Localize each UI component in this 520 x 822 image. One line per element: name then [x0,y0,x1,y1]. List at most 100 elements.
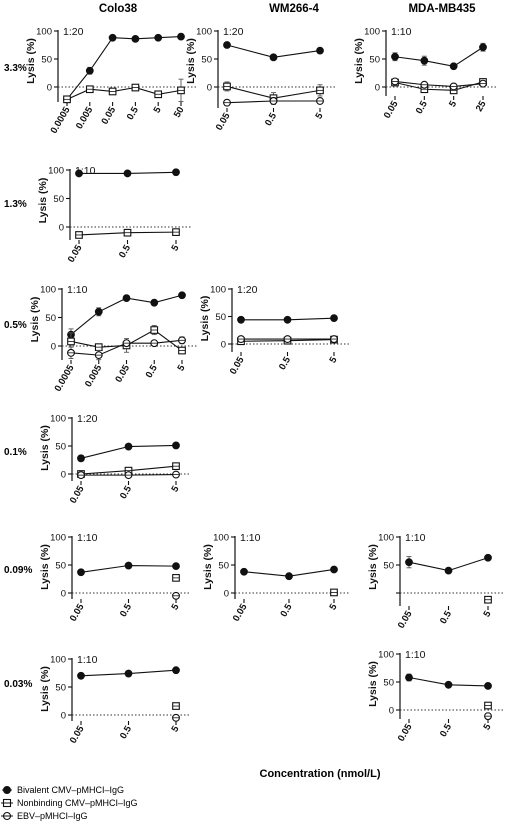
x-tick-label: 5 [169,242,182,253]
ratio-label: 1:20 [237,284,258,296]
x-tick-label: 5 [481,608,494,619]
y-tick-label: 50 [218,561,229,572]
data-point [172,441,180,450]
row-label-0-5: 0.5% [4,320,27,331]
data-point [449,62,458,71]
data-point [154,33,163,42]
series-open-square [63,78,185,104]
x-tick-label: 50 [172,105,187,120]
data-point [77,454,85,463]
series-line [66,86,182,100]
x-tick-label: 0.05 [68,483,87,505]
x-tick-label: 0.5 [277,354,293,372]
x-tick-label: 0.05 [113,362,132,384]
x-tick-label: 0.05 [228,354,247,376]
ratio-label: 1:10 [77,532,98,544]
y-tick-label: 50 [55,561,66,572]
y-tick-label: 0 [224,589,229,600]
series-open-square [391,78,487,95]
data-point [123,169,132,178]
series-open-circle [484,712,492,721]
series-open-circle [67,336,186,361]
series-open-square [75,228,180,239]
ratio-label: 1:10 [391,26,412,38]
row-label-0-03: 0.03% [4,679,32,690]
y-tick-label: 50 [383,561,394,572]
data-point [108,33,117,42]
y-tick-label: 50 [215,312,226,323]
x-axis-title: Concentration (nmol/L) [260,768,381,780]
y-axis-title: Lysis (%) [353,38,365,84]
y-tick-label: 100 [213,533,229,544]
series-filled-circle [240,565,338,581]
y-tick-label: 0 [221,340,226,351]
x-tick-label: 0.005 [74,104,96,131]
ratio-label: 1:20 [77,413,98,425]
series-open-circle [172,713,180,722]
y-axis-title: Lysis (%) [199,296,211,342]
x-tick-label: 5 [481,721,494,732]
series-filled-circle [391,42,487,71]
series-filled-circle [405,673,492,690]
row-label-0-1: 0.1% [4,447,27,458]
x-tick-label: 0.5 [118,483,134,501]
data-point [444,680,453,689]
y-tick-label: 100 [50,414,66,425]
data-point [285,572,293,581]
series-open-square [330,588,338,597]
series-filled-circle [77,561,180,577]
y-tick-label: 0 [375,83,380,94]
y-axis-title: Lysis (%) [37,178,49,224]
y-tick-label: 100 [210,285,226,296]
y-axis-title: Lysis (%) [367,544,379,590]
y-tick-label: 50 [55,683,66,694]
y-tick-label: 100 [40,285,56,296]
x-tick-label: 0.5 [438,721,454,739]
series-filled-circle [405,553,492,575]
y-tick-label: 50 [41,55,52,66]
y-tick-label: 100 [378,650,394,661]
series-open-circle [172,591,180,600]
legend-label-ebv: EBV–pMHCI–IgG [17,811,88,821]
series-filled-circle [77,441,180,463]
data-point [484,553,492,562]
y-tick-label: 100 [36,27,52,38]
series-open-square [484,595,492,604]
legend: Bivalent CMV–pMHCI–IgG Nonbinding CMV–pM… [1,785,138,821]
y-tick-label: 100 [48,166,64,177]
data-point [77,568,85,577]
data-point [420,56,429,65]
data-point [124,561,133,570]
data-point [172,666,180,675]
series-filled-circle [67,291,186,341]
data-point [150,298,159,307]
x-tick-label: 0.5 [117,242,133,260]
y-tick-label: 100 [50,655,66,666]
y-tick-label: 0 [47,83,52,94]
ratio-label: 1:10 [240,532,261,544]
data-point [479,43,487,52]
series-open-square [172,702,180,710]
x-tick-label: 5 [169,483,182,494]
x-tick-label: 0.05 [396,721,415,743]
data-point [330,565,338,574]
x-tick-label: 0.5 [118,601,134,619]
legend-label-nonbinding: Nonbinding CMV–pMHCI–IgG [17,798,138,808]
y-tick-label: 50 [55,442,66,453]
y-tick-label: 50 [383,678,394,689]
x-tick-label: 0.5 [144,362,160,380]
x-tick-label: 0.05 [396,608,415,630]
data-point [172,562,180,571]
data-point [330,314,338,323]
y-axis-title: Lysis (%) [25,38,37,84]
y-tick-label: 100 [364,27,380,38]
x-tick-label: 0.05 [99,104,118,126]
series-open-circle [237,335,338,343]
x-tick-label: 0.05 [68,601,87,623]
